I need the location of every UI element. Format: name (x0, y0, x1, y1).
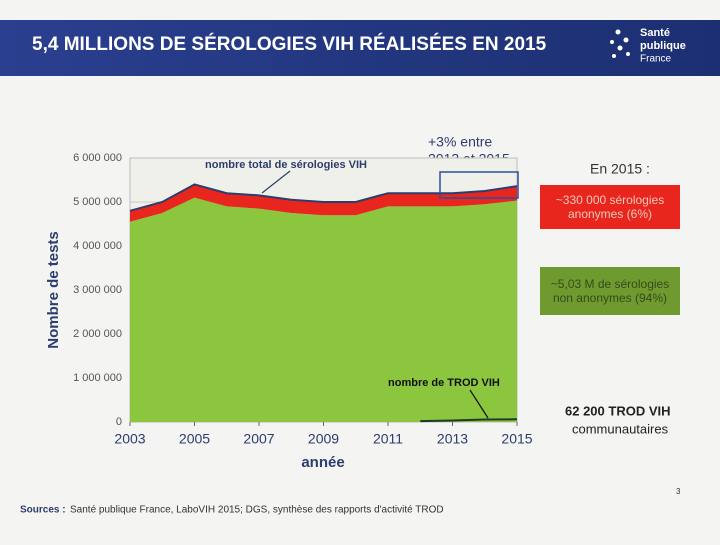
annotation: communautaires (572, 421, 669, 436)
x-tick-label: 2013 (437, 431, 468, 447)
series-label: nombre de TROD VIH (388, 377, 500, 389)
slide-title: 5,4 MILLIONS DE SÉROLOGIES VIH RÉALISÉES… (32, 33, 547, 55)
x-tick-label: 2005 (179, 431, 210, 447)
line (129, 183, 518, 212)
y-tick-label: 1 000 000 (73, 372, 122, 384)
logo-text: publique (640, 40, 686, 52)
legend-box: ~5,03 M de sérologies non anonymes (94%) (540, 267, 680, 315)
header-band (0, 20, 720, 76)
y-tick-label: 3 000 000 (73, 284, 122, 296)
logo-dots (610, 29, 630, 58)
source-label: Sources : (20, 505, 66, 516)
logo-text: Santé (640, 27, 670, 39)
highlight-box (439, 171, 519, 199)
x-tick-label: 2009 (308, 431, 339, 447)
y-tick-label: 6 000 000 (73, 152, 122, 164)
legend-box: ~330 000 sérologies anonymes (6%) (540, 185, 680, 229)
x-axis-label: année (301, 454, 344, 471)
y-axis-label: Nombre de tests (45, 231, 62, 349)
series-label: nombre total de sérologies VIH (205, 159, 367, 171)
arrow (469, 389, 489, 419)
x-tick-label: 2003 (114, 431, 145, 447)
annotation: +3% entre (428, 134, 492, 150)
source-text: Santé publique France, LaboVIH 2015; DGS… (70, 505, 444, 516)
line (420, 418, 518, 423)
annotation: 62 200 TROD VIH (565, 403, 671, 418)
page-number: 3 (676, 487, 681, 496)
x-tick-label: 2011 (373, 431, 403, 447)
annotation: En 2015 : (590, 161, 650, 177)
y-tick-label: 0 (116, 416, 122, 428)
area (130, 197, 517, 422)
x-tick-label: 2015 (501, 431, 532, 447)
y-tick-label: 2 000 000 (73, 328, 122, 340)
logo-text: France (640, 54, 672, 65)
y-tick-label: 4 000 000 (73, 240, 122, 252)
arrow (261, 170, 291, 194)
y-tick-label: 5 000 000 (73, 196, 122, 208)
x-tick-label: 2007 (243, 431, 274, 447)
